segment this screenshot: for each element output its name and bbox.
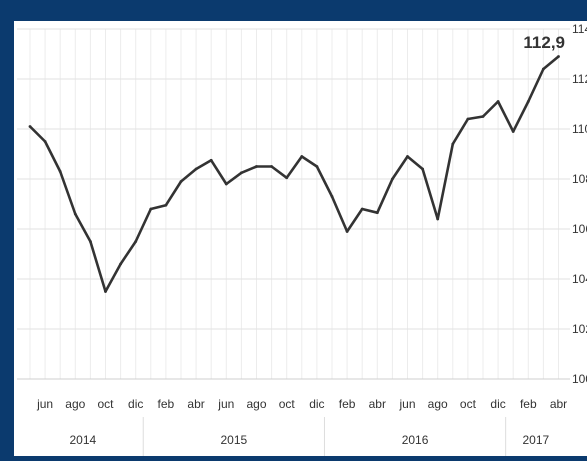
data-point (481, 115, 485, 118)
data-point (511, 130, 515, 133)
data-point (255, 165, 258, 168)
data-point (240, 171, 243, 175)
data-point (391, 177, 394, 181)
data-point (300, 155, 304, 158)
x-tick-label: ago (65, 397, 85, 411)
y-tick-label: 114 (572, 22, 587, 36)
y-tick-label: 108 (572, 172, 587, 186)
data-point (345, 230, 349, 233)
x-tick-label: feb (520, 397, 537, 411)
last-value-label: 112,9 (523, 33, 565, 52)
chart-frame: 100102104106108110112114 junagooctdicfeb… (14, 21, 587, 456)
data-point (104, 290, 107, 293)
data-point (89, 240, 92, 243)
data-point (375, 211, 379, 215)
y-tick-label: 110 (572, 122, 587, 136)
x-tick-label: abr (369, 397, 386, 411)
data-point (330, 195, 334, 198)
x-tick-label: abr (187, 397, 204, 411)
y-tick-label: 104 (572, 272, 587, 286)
data-point (526, 100, 530, 103)
data-point (360, 207, 364, 211)
data-point (179, 180, 183, 183)
data-point (134, 240, 138, 243)
data-point (466, 117, 470, 121)
data-point (119, 262, 122, 266)
year-label: 2014 (69, 433, 96, 447)
x-tick-label: oct (460, 397, 477, 411)
grid (17, 28, 570, 380)
x-axis-month-ticks: jun ago oct dic feb abr jun ago oct dic feb abr jun a… (36, 397, 567, 411)
x-tick-label: feb (339, 397, 356, 411)
y-axis-ticks: 100 102 104 106 108 110 112 114 (572, 22, 587, 386)
data-point (436, 217, 440, 221)
x-tick-label: ago (428, 397, 448, 411)
x-tick-label: dic (309, 397, 324, 411)
data-point (194, 167, 198, 171)
data-point (209, 158, 213, 162)
series-layer (28, 55, 560, 293)
data-point (73, 212, 77, 216)
year-label: 2015 (220, 433, 247, 447)
x-tick-label: jun (36, 397, 53, 411)
year-label: 2017 (522, 433, 549, 447)
data-point (557, 55, 560, 58)
x-tick-label: feb (158, 397, 175, 411)
y-tick-label: 106 (572, 222, 587, 236)
x-tick-label: abr (550, 397, 567, 411)
data-point (315, 165, 319, 168)
data-point (285, 176, 289, 180)
data-point (270, 165, 273, 168)
x-tick-label: oct (279, 397, 296, 411)
data-point (406, 155, 409, 158)
data-point (164, 203, 168, 207)
x-tick-label: jun (398, 397, 415, 411)
data-point (496, 100, 500, 103)
x-tick-label: oct (97, 397, 114, 411)
data-point (542, 67, 545, 71)
x-tick-label: dic (128, 397, 143, 411)
data-point (451, 142, 455, 146)
series-line (29, 55, 560, 293)
y-tick-label: 112 (572, 72, 587, 86)
x-axis-year-labels: 2014 2015 2016 2017 (69, 417, 550, 456)
y-tick-label: 102 (572, 322, 587, 336)
x-tick-label: dic (490, 397, 505, 411)
data-point (28, 125, 32, 128)
data-point (421, 167, 424, 171)
x-tick-label: jun (217, 397, 234, 411)
year-label: 2016 (402, 433, 429, 447)
data-point (43, 140, 47, 143)
data-point (224, 182, 228, 186)
y-tick-label: 100 (572, 372, 587, 386)
data-point (149, 207, 153, 211)
line-chart: 100102104106108110112114 junagooctdicfeb… (17, 22, 587, 456)
x-tick-label: ago (246, 397, 266, 411)
data-point (58, 170, 62, 173)
